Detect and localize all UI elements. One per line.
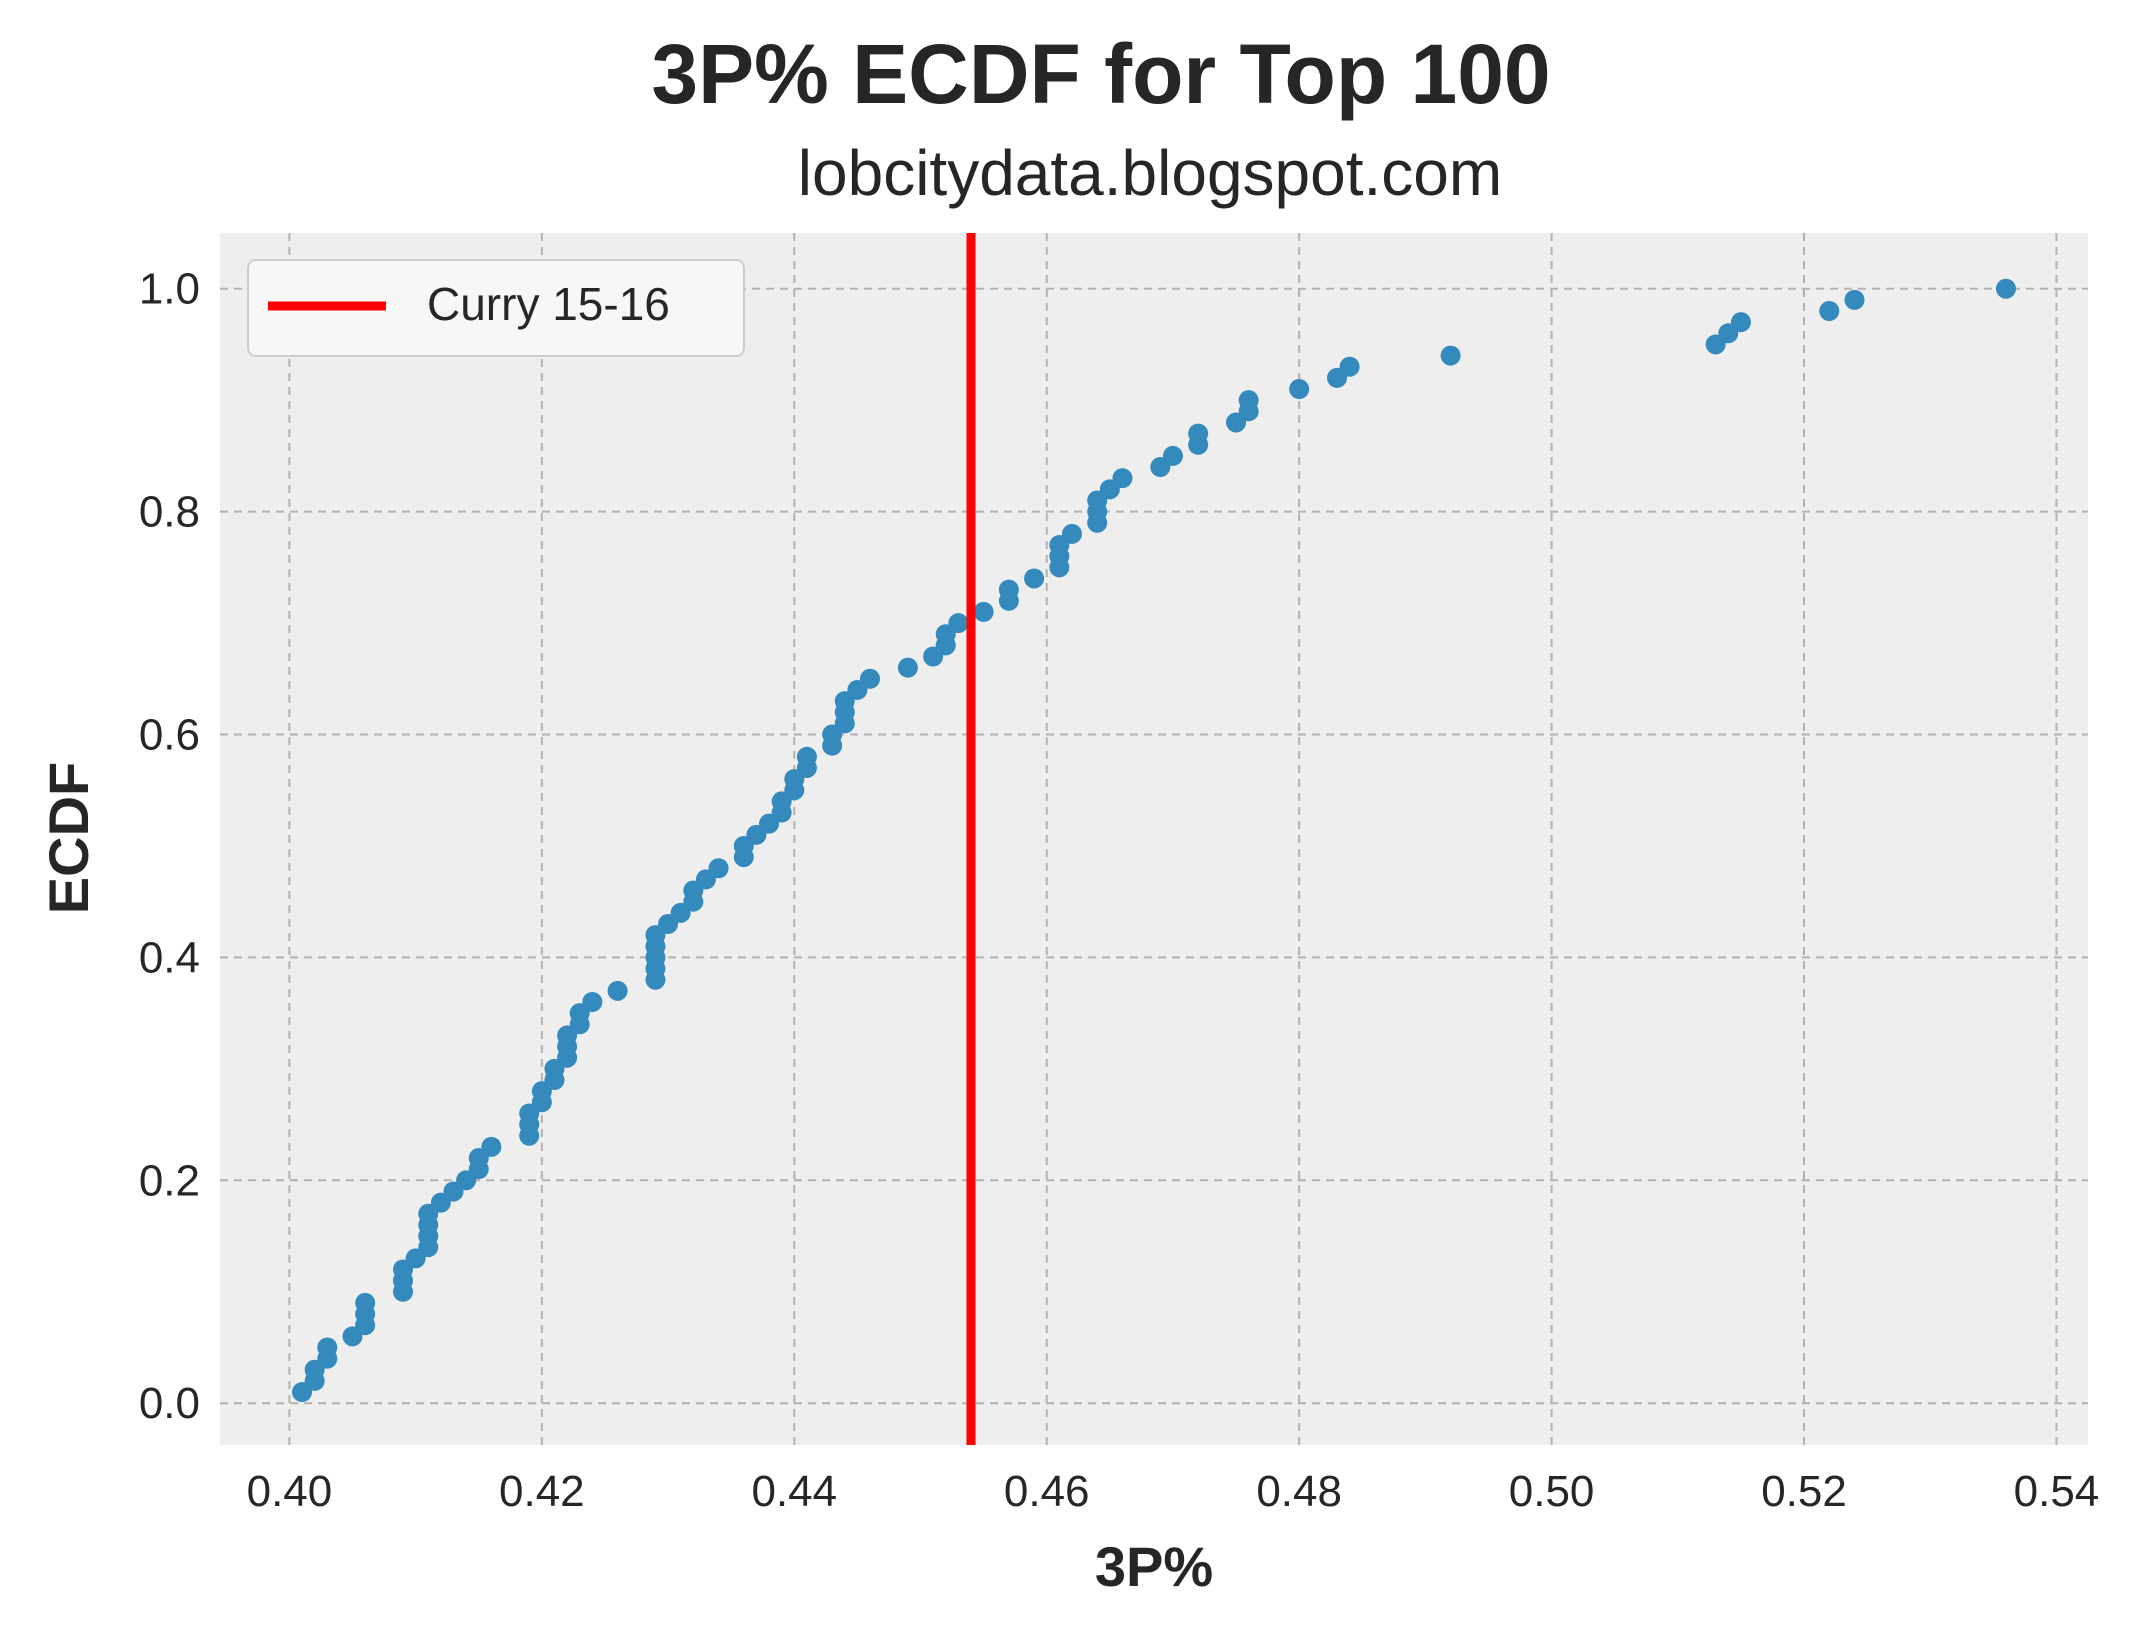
x-tick-label: 0.48 bbox=[1256, 1467, 1342, 1516]
data-point bbox=[1730, 312, 1751, 333]
y-tick-label: 0.6 bbox=[139, 711, 200, 760]
x-tick-label: 0.46 bbox=[1004, 1467, 1090, 1516]
y-tick-label: 0.2 bbox=[139, 1156, 200, 1205]
legend: Curry 15-16 bbox=[247, 259, 745, 357]
chart-subtitle: lobcitydata.blogspot.com bbox=[798, 137, 1502, 209]
data-point bbox=[948, 613, 969, 634]
legend-box bbox=[247, 259, 745, 357]
x-tick-label: 0.52 bbox=[1761, 1467, 1847, 1516]
data-point bbox=[860, 668, 881, 689]
data-point bbox=[973, 601, 994, 622]
data-point bbox=[1112, 468, 1133, 489]
data-point bbox=[1819, 301, 1840, 322]
data-point bbox=[1995, 278, 2016, 299]
data-point bbox=[1289, 379, 1310, 400]
x-tick-label: 0.42 bbox=[499, 1467, 585, 1516]
data-point bbox=[796, 746, 817, 767]
data-point bbox=[897, 657, 918, 678]
data-point bbox=[1024, 568, 1045, 589]
data-point bbox=[1339, 356, 1360, 377]
data-point bbox=[998, 579, 1019, 600]
chart-title: 3P% ECDF for Top 100 bbox=[651, 27, 1550, 121]
data-point bbox=[1061, 523, 1082, 544]
y-tick-label: 0.4 bbox=[139, 933, 200, 982]
y-axis-ticks: 0.0 0.2 0.4 0.6 0.8 1.0 bbox=[139, 265, 200, 1428]
plot-area bbox=[220, 233, 2088, 1445]
data-point bbox=[317, 1337, 338, 1358]
x-tick-label: 0.54 bbox=[2014, 1467, 2100, 1516]
y-tick-label: 0.0 bbox=[139, 1379, 200, 1428]
data-point bbox=[1440, 345, 1461, 366]
data-points bbox=[292, 278, 2016, 1403]
x-axis-ticks: 0.40 0.42 0.44 0.46 0.48 0.50 0.52 0.54 bbox=[247, 1467, 2100, 1516]
y-tick-label: 0.8 bbox=[139, 488, 200, 537]
x-tick-label: 0.44 bbox=[751, 1467, 837, 1516]
x-tick-label: 0.50 bbox=[1509, 1467, 1595, 1516]
y-tick-label: 1.0 bbox=[139, 265, 200, 314]
x-tick-label: 0.40 bbox=[247, 1467, 333, 1516]
data-point bbox=[607, 980, 628, 1001]
data-point bbox=[1844, 289, 1865, 310]
data-point bbox=[481, 1136, 502, 1157]
y-axis-label: ECDF bbox=[37, 762, 100, 914]
data-point bbox=[1188, 423, 1209, 444]
x-axis-label: 3P% bbox=[1095, 1535, 1213, 1598]
data-point bbox=[1162, 445, 1183, 466]
data-point bbox=[355, 1292, 376, 1313]
data-point bbox=[582, 991, 603, 1012]
legend-label-curry: Curry 15-16 bbox=[427, 278, 670, 330]
data-point bbox=[1238, 390, 1259, 411]
grid-lines bbox=[220, 233, 2088, 1445]
data-point bbox=[708, 858, 729, 879]
